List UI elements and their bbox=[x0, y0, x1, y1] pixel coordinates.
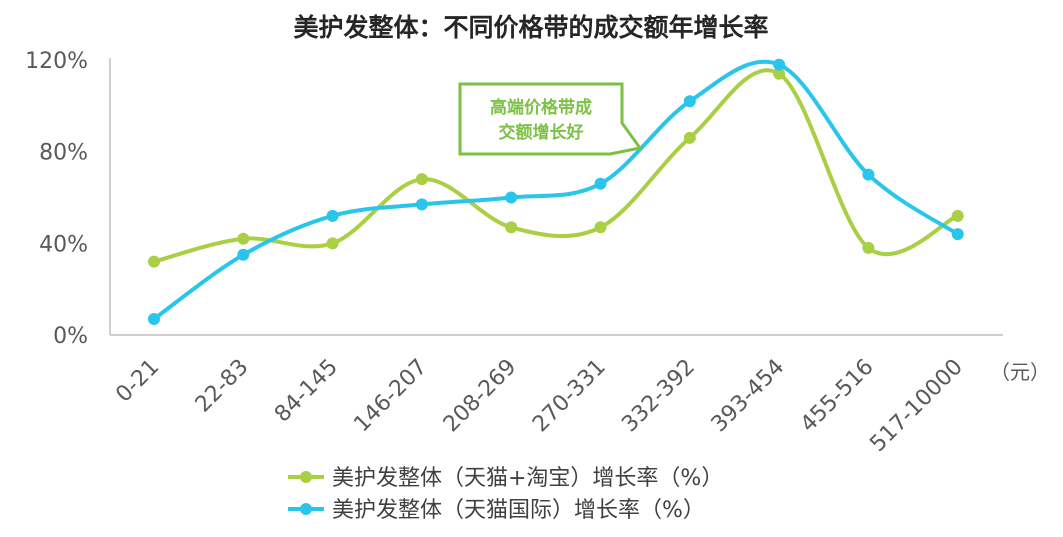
y-tick-label: 80% bbox=[39, 141, 88, 166]
x-tick-label: 332-392 bbox=[617, 355, 700, 438]
series-1-point bbox=[505, 221, 518, 234]
series-1-point bbox=[951, 209, 964, 222]
legend-swatch-marker bbox=[300, 471, 312, 483]
legend-swatch-marker bbox=[300, 503, 312, 515]
series-2-point bbox=[148, 312, 160, 325]
series-2-point bbox=[594, 177, 607, 190]
series-1-point bbox=[415, 173, 428, 186]
legend: 美护发整体（天猫+淘宝）增长率（%） 美护发整体（天猫国际）增长率（%） bbox=[288, 466, 723, 523]
series-2-point bbox=[415, 198, 428, 211]
series-2-point bbox=[862, 168, 875, 181]
series-1-point bbox=[326, 237, 339, 250]
series-2-point bbox=[326, 209, 339, 222]
legend-label: 美护发整体（天猫+淘宝）增长率（%） bbox=[332, 466, 723, 491]
x-tick-label: 208-269 bbox=[439, 355, 522, 438]
x-axis-unit: （元） bbox=[990, 360, 1050, 384]
x-tick-label: 22-83 bbox=[191, 355, 254, 418]
x-tick-label: 146-207 bbox=[349, 355, 432, 438]
series-2-point bbox=[951, 228, 964, 241]
series-2-line bbox=[152, 59, 960, 321]
callout-line-2: 交额增长好 bbox=[499, 122, 584, 143]
series-1 bbox=[148, 67, 964, 268]
y-axis-ticks: 0% 40% 80% 120% bbox=[25, 49, 88, 349]
x-tick-label: 0-21 bbox=[111, 355, 164, 408]
callout-box bbox=[458, 82, 643, 156]
x-tick-label: 517-10000 bbox=[865, 355, 967, 457]
series-layer bbox=[148, 58, 964, 325]
series-1-point bbox=[862, 241, 875, 254]
axes bbox=[109, 58, 1003, 336]
x-tick-label: 270-331 bbox=[528, 355, 611, 438]
y-tick-label: 120% bbox=[25, 49, 88, 74]
series-2-point bbox=[505, 191, 518, 204]
series-1-point bbox=[594, 221, 607, 234]
x-tick-label: 455-516 bbox=[796, 355, 879, 438]
y-tick-label: 40% bbox=[39, 232, 88, 257]
series-2 bbox=[148, 58, 964, 325]
x-axis-ticks: 0-21 22-83 84-145 146-207 208-269 270-331 332-… bbox=[111, 355, 968, 457]
callout-line-1: 高端价格带成 bbox=[490, 97, 592, 118]
series-2-point bbox=[683, 95, 696, 108]
series-1-point bbox=[237, 232, 250, 245]
y-tick-label: 0% bbox=[53, 324, 88, 349]
series-2-point bbox=[773, 58, 786, 71]
series-1-point bbox=[683, 131, 696, 144]
legend-label: 美护发整体（天猫国际）增长率（%） bbox=[332, 498, 705, 523]
x-tick-label: 393-454 bbox=[707, 355, 790, 438]
chart-title: 美护发整体：不同价格带的成交额年增长率 bbox=[293, 13, 768, 42]
series-2-point bbox=[237, 248, 250, 261]
series-1-point bbox=[148, 255, 160, 268]
annotation-callout: 高端价格带成 交额增长好 bbox=[458, 82, 643, 156]
x-tick-label: 84-145 bbox=[270, 355, 343, 428]
series-1-point bbox=[773, 67, 786, 80]
